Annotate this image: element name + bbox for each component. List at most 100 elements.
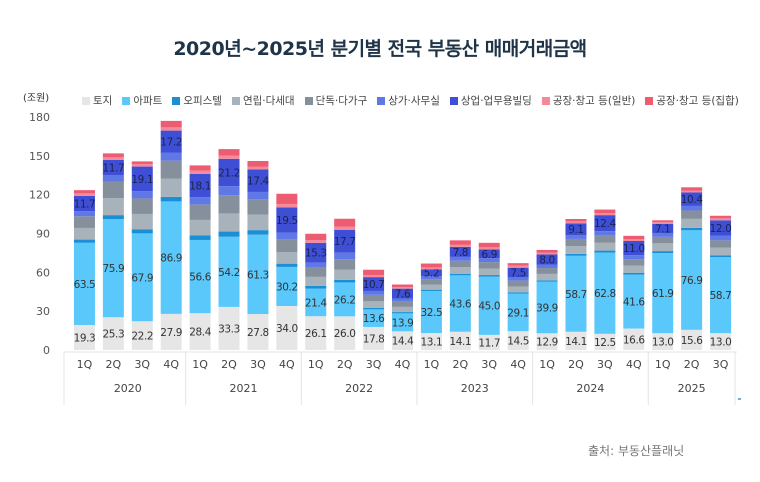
data-label: 67.9 [131,272,153,284]
bar-segment [565,221,587,224]
bar-segment [160,201,182,314]
data-label: 7.8 [453,247,469,259]
bar-segment [102,219,124,318]
bar-segment [623,235,645,240]
bar-segment [565,253,587,256]
y-tick-label: 180 [29,111,50,124]
x-tick-label: 1Q [192,358,208,371]
bar-segment [536,333,558,350]
bar-segment [420,267,442,270]
bar-segment [594,209,616,214]
bar-segment [536,252,558,255]
bar-segment [363,277,385,291]
bar-segment [652,223,674,233]
bar-segment [420,333,442,350]
bar-segment [623,272,645,275]
data-label: 45.0 [478,301,500,313]
data-label: 9.1 [568,224,584,236]
data-label: 27.8 [247,327,269,339]
bar-segment [681,329,703,350]
bar-segment [131,191,153,199]
bar-segment [507,293,529,332]
x-tick-label: 2Q [452,358,468,371]
bar-segment [160,152,182,161]
bar-segment [536,281,558,334]
data-label: 15.6 [681,335,703,347]
bar-segment [652,251,674,254]
bar-segment [276,305,298,350]
data-label: 5.2 [424,268,440,280]
bar-segment [102,181,124,199]
data-label: 6.9 [481,249,497,261]
bar-segment [536,264,558,269]
legend-swatch-icon [304,96,313,105]
legend-label: 상가·사무실 [388,95,440,107]
legend-swatch-icon [645,96,654,105]
bar-segment [507,267,529,278]
bar-segment [102,157,124,160]
legend-label: 상업·업무용빌딩 [460,95,532,107]
bar-segment [536,268,558,274]
x-tick-label: 1Q [424,358,440,371]
bar-segment [160,160,182,179]
bar-segment [420,276,442,280]
y-tick-label: 120 [29,189,50,202]
bar-segment [449,246,471,257]
bar-segment [565,223,587,236]
data-label: 32.5 [421,307,443,319]
bar-segment [565,238,587,247]
bar-segment [681,192,703,206]
data-label: 14.1 [565,336,587,348]
bar-segment [218,231,240,237]
bar-segment [363,275,385,278]
bar-segment [681,230,703,330]
bar-segment [478,247,500,250]
x-tick-label: 4Q [279,358,295,371]
bar-segment [160,313,182,350]
y-tick-label: 150 [29,150,50,163]
bar-segment [681,187,703,191]
bar-segment [363,301,385,308]
legend-swatch-icon [377,96,386,105]
bar-segment [681,205,703,211]
data-label: 17.2 [160,137,182,149]
bar-segment [420,279,442,285]
x-tick-label: 3Q [134,358,150,371]
bar-segment [623,328,645,350]
bar-segment [189,197,211,205]
data-label: 61.3 [247,269,269,281]
bar-segment [392,313,413,332]
bar-segment [478,275,500,277]
bar-segment [710,220,732,236]
data-label: 61.9 [652,288,674,300]
bar-segment [102,215,124,220]
data-label: 7.1 [655,223,671,235]
bar-segment [594,215,616,232]
bar-segment [131,166,153,192]
bar-segment [276,263,298,267]
bar-segment [420,269,442,277]
x-tick-label: 2Q [106,358,122,371]
bar-segment [218,236,240,307]
data-label: 29.1 [507,307,529,319]
bar-segment [652,232,674,237]
bar-segment [189,165,211,171]
bar-segment [247,314,269,350]
bar-segment [247,199,269,215]
data-label: 12.9 [536,337,558,349]
bar-segment [305,316,327,350]
legend-item: 공장·창고 등(일반) [541,93,635,108]
bar-segment [449,240,471,245]
data-label: 34.0 [276,323,298,335]
legend-item: 아파트 [122,93,162,108]
bar-segment [652,236,674,244]
legend-item: 단독·다가구 [304,93,367,108]
bar-segment [565,219,587,222]
bar-segment [623,255,645,260]
legend-label: 공장·창고 등(집합) [656,95,739,107]
data-label: 28.4 [189,327,211,339]
bar-segment [305,285,327,289]
bar-segment [334,269,356,280]
bar-segment [131,233,153,322]
bar-segment [218,158,240,187]
